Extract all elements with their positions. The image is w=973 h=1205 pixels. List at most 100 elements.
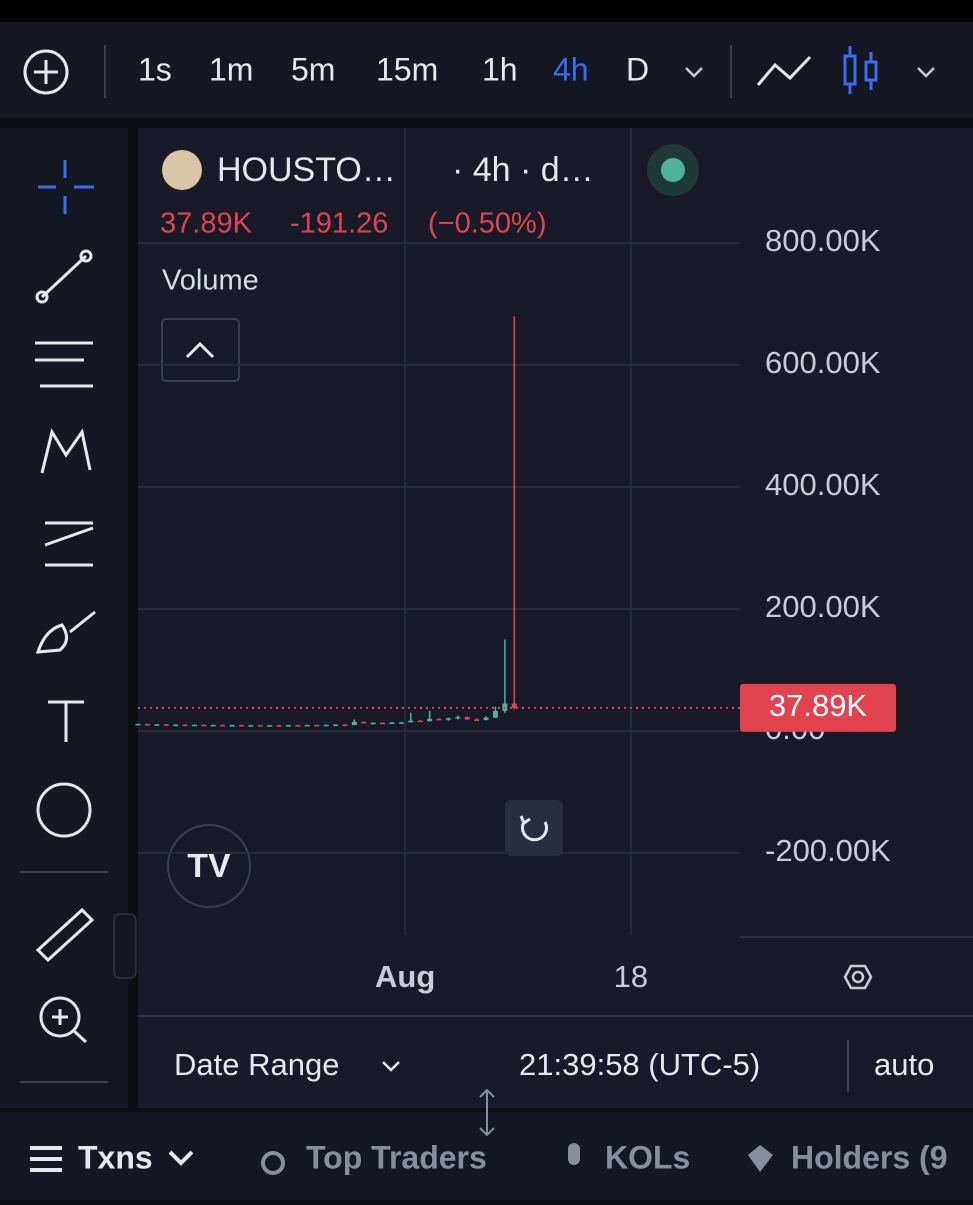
logo <box>167 824 251 908</box>
ruler-tool[interactable] <box>35 907 95 963</box>
interval-button[interactable]: 5m <box>291 51 335 87</box>
candle-body <box>238 725 244 727</box>
fib-tool[interactable] <box>35 341 93 388</box>
tab[interactable]: KOLs <box>605 1139 690 1175</box>
candle-body <box>333 724 339 727</box>
candle-body <box>135 723 141 726</box>
token-icon <box>162 150 202 190</box>
clock: 21:39:58 (UTC-5) <box>519 1047 760 1082</box>
mic-icon <box>568 1143 580 1165</box>
candle-body <box>380 722 386 725</box>
y-tick-label: 600.00K <box>765 345 881 380</box>
interval-button[interactable]: 1s <box>138 51 172 87</box>
symbol-meta: · 4h · d… <box>452 151 594 189</box>
price-change: -191.26 <box>290 208 388 240</box>
text-tool[interactable] <box>48 700 84 742</box>
interval-button[interactable]: 1m <box>209 51 253 87</box>
candle-body <box>229 725 235 727</box>
candle-body <box>154 724 160 726</box>
interval-button[interactable]: 15m <box>376 51 438 87</box>
interval-button[interactable]: 4h <box>553 51 589 87</box>
candle-body <box>182 724 188 727</box>
candle-body <box>201 724 207 727</box>
y-tick-label: 800.00K <box>765 223 881 258</box>
candle-body <box>492 710 498 718</box>
brush-tool[interactable] <box>35 610 96 654</box>
price-change-pct: (−0.50%) <box>428 208 546 240</box>
candle-body <box>276 725 282 727</box>
tab[interactable]: Holders (9 <box>791 1139 947 1175</box>
drawing-tools <box>35 160 96 1044</box>
dropdown-icon <box>382 1061 400 1072</box>
candle-body <box>295 725 301 727</box>
collapse-button[interactable] <box>113 913 137 979</box>
y-tick-label: 400.00K <box>765 467 881 502</box>
candle-body <box>342 724 348 727</box>
toolbar <box>0 22 973 118</box>
candle-body <box>304 724 310 727</box>
candle-body <box>474 719 480 721</box>
txns-icon <box>30 1146 62 1172</box>
candle-body <box>257 725 263 727</box>
candle-body <box>417 720 423 723</box>
candle-body <box>398 722 404 724</box>
trend-tool[interactable] <box>40 254 88 299</box>
candle-body <box>323 724 329 727</box>
tab[interactable]: Txns <box>78 1139 153 1175</box>
interval-button[interactable]: D <box>626 51 649 87</box>
reset-icon <box>519 815 548 842</box>
status-strip <box>0 0 973 22</box>
candle-body <box>427 718 433 722</box>
candle-body <box>267 725 273 727</box>
tab[interactable]: Top Traders <box>306 1139 487 1175</box>
candle-body <box>483 717 489 721</box>
reset-button[interactable] <box>505 800 563 856</box>
emoji-tool[interactable] <box>36 782 92 838</box>
candle-body <box>408 720 414 723</box>
crosshair-tool[interactable] <box>38 160 94 214</box>
forecast-tool[interactable] <box>44 521 94 567</box>
interval-button[interactable]: 1h <box>482 51 518 87</box>
collapse-indicator[interactable] <box>161 318 240 382</box>
candle-body <box>455 716 461 719</box>
candle-body <box>370 722 376 725</box>
candle-body <box>445 718 451 720</box>
tool-dot <box>35 290 49 304</box>
chevron-up <box>185 341 215 359</box>
dropdown-icon[interactable] <box>685 67 935 78</box>
y-tick-label: 200.00K <box>765 589 881 624</box>
y-tick-label: -200.00K <box>765 833 891 868</box>
symbol: HOUSTO… <box>217 151 396 189</box>
tool-dot <box>79 249 93 263</box>
add-icon <box>34 60 58 84</box>
chart-panel <box>138 128 973 1108</box>
x-tick-label: Aug <box>375 959 435 994</box>
settings-icon <box>851 970 865 984</box>
candle-body <box>144 723 150 726</box>
candle-body <box>220 724 226 727</box>
settings-button[interactable] <box>843 964 873 990</box>
candle-body <box>314 724 320 727</box>
zoom-tool[interactable] <box>39 996 81 1038</box>
pattern-tool[interactable] <box>40 428 92 474</box>
divider <box>20 871 108 1083</box>
candle-body <box>191 724 197 727</box>
last-price-label: 37.89K <box>769 688 868 723</box>
candle-body <box>351 721 357 726</box>
indicator-label: Volume <box>162 265 259 297</box>
scale-mode[interactable]: auto <box>874 1047 934 1082</box>
candle-body <box>361 721 367 724</box>
add-button[interactable] <box>23 49 69 95</box>
candle-chart-button[interactable] <box>843 46 878 94</box>
resize-handle[interactable] <box>479 1088 495 1137</box>
date-range[interactable]: Date Range <box>174 1047 339 1082</box>
diamond-icon <box>748 1145 773 1172</box>
last-price: 37.89K <box>160 208 253 240</box>
status-dot <box>661 158 685 182</box>
zoom-icon <box>52 1009 88 1044</box>
candle-body <box>464 716 470 720</box>
line-chart-button[interactable] <box>756 55 812 86</box>
x-tick-label: 18 <box>614 959 648 994</box>
